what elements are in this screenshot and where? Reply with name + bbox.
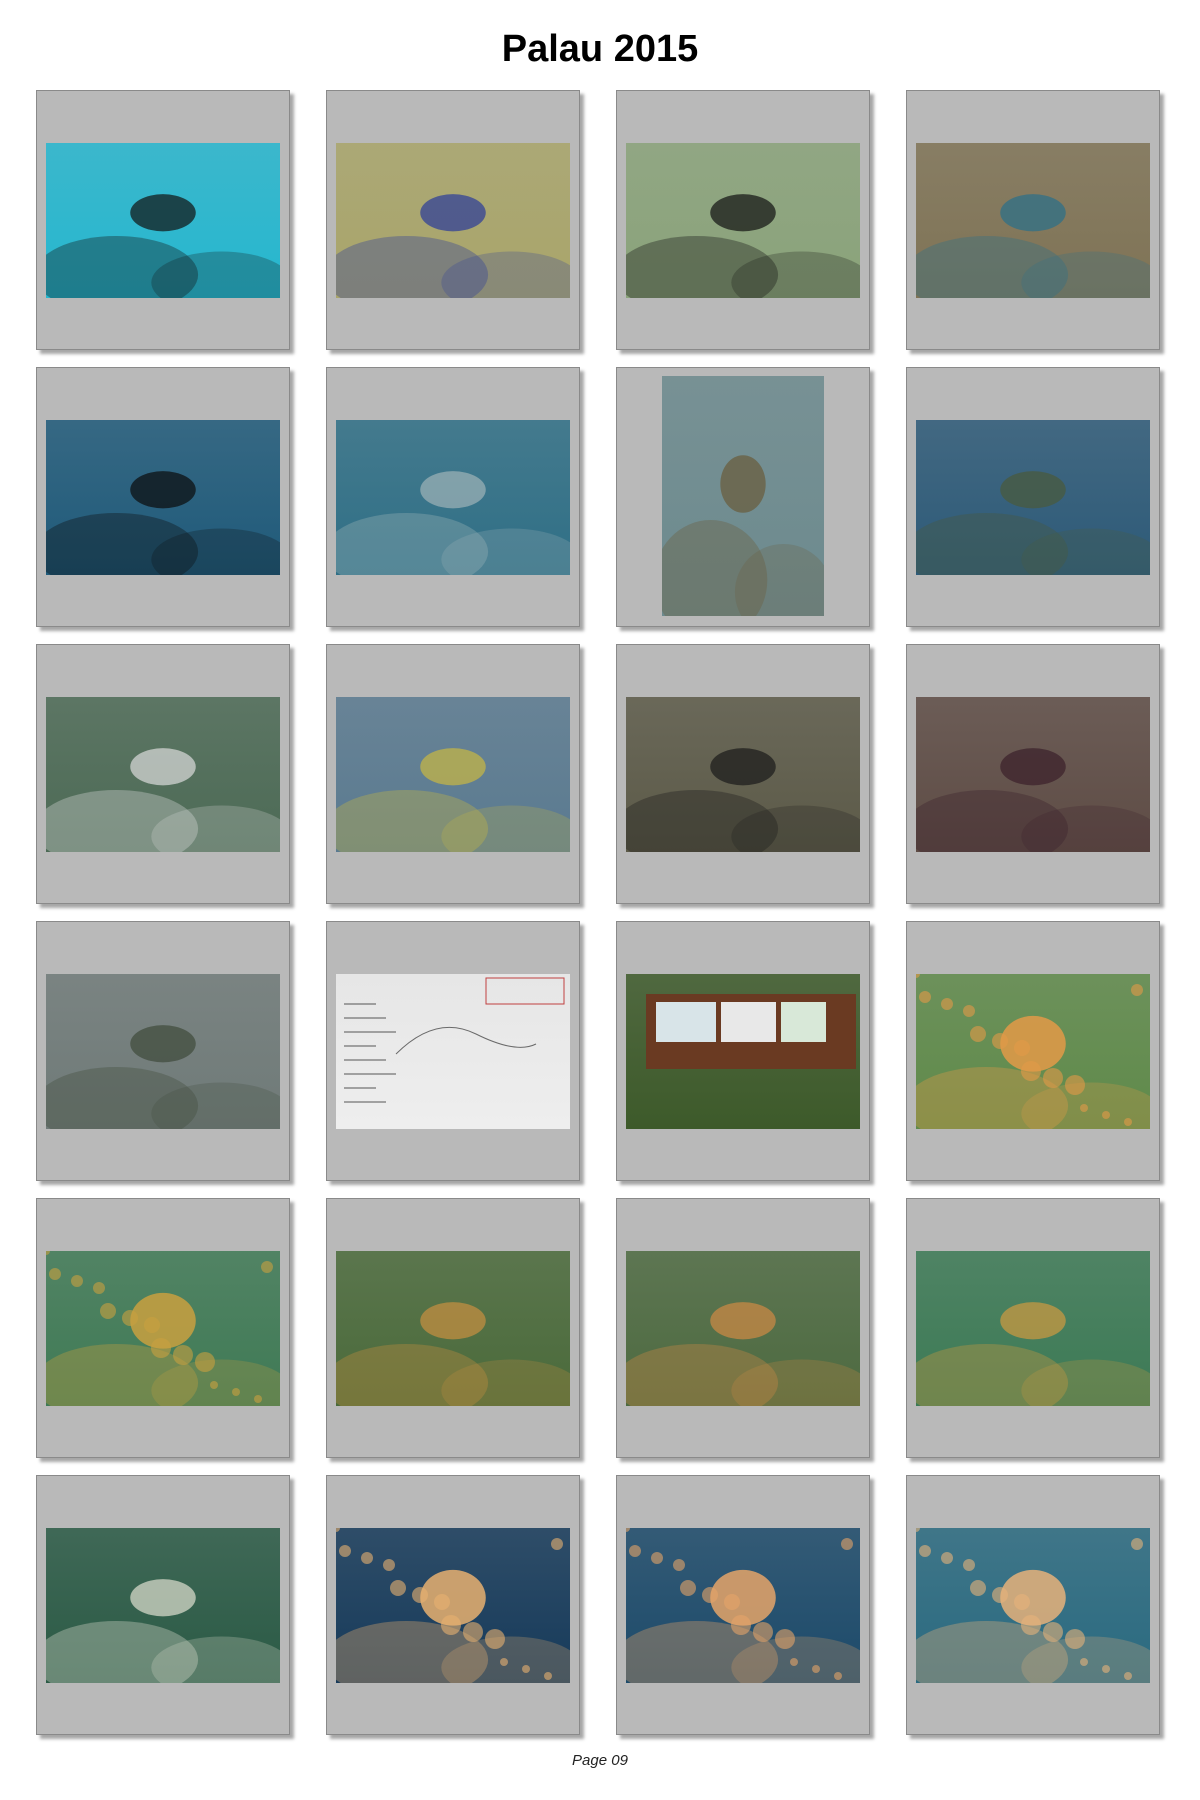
snorkeler-jelly-photo[interactable]	[46, 1251, 280, 1406]
photo-slide[interactable]	[36, 644, 290, 904]
photo-slide[interactable]	[36, 921, 290, 1181]
reef-fish-image	[916, 143, 1150, 298]
fish-school-photo[interactable]	[46, 697, 280, 852]
photo-slide[interactable]	[616, 367, 870, 627]
jellyfish-closeup-photo[interactable]	[336, 1528, 570, 1683]
diver-over-reef-image	[46, 143, 280, 298]
coral-pillar-image	[662, 376, 824, 616]
snorkeler-arms-photo[interactable]	[916, 1251, 1150, 1406]
photo-slide[interactable]	[326, 90, 580, 350]
photo-slide[interactable]	[326, 1198, 580, 1458]
diver-over-reef-photo[interactable]	[46, 143, 280, 298]
snorkeler-camera-image	[626, 1251, 860, 1406]
turtle-reef-image	[46, 974, 280, 1129]
snorkeler-camera-photo[interactable]	[626, 1251, 860, 1406]
fish-school-image	[46, 697, 280, 852]
snorkeler-jelly-image	[46, 1251, 280, 1406]
bannerfish-image	[626, 143, 860, 298]
photo-slide[interactable]	[326, 644, 580, 904]
photo-slide[interactable]	[616, 90, 870, 350]
reef-fish-photo[interactable]	[916, 143, 1150, 298]
bannerfish-photo[interactable]	[626, 143, 860, 298]
photo-slide[interactable]	[326, 1475, 580, 1735]
diver-clam-image	[626, 697, 860, 852]
photo-slide[interactable]	[906, 1198, 1160, 1458]
photo-slide[interactable]	[906, 644, 1160, 904]
angelfish-photo[interactable]	[336, 697, 570, 852]
jellyfish-lake-sign-image	[626, 974, 860, 1129]
reef-wall-shark-image	[336, 420, 570, 575]
turtle-reef-photo[interactable]	[46, 974, 280, 1129]
photo-slide[interactable]	[36, 1475, 290, 1735]
lettuce-coral-image	[916, 420, 1150, 575]
photo-slide[interactable]	[616, 921, 870, 1181]
jellyfish-closeup-image	[336, 1528, 570, 1683]
snorkeler-jellies-photo[interactable]	[336, 1251, 570, 1406]
coral-worms-image	[336, 143, 570, 298]
photo-slide[interactable]	[616, 644, 870, 904]
lettuce-coral-photo[interactable]	[916, 420, 1150, 575]
jellyfish-lake-sign-photo[interactable]	[626, 974, 860, 1129]
diver-clam-photo[interactable]	[626, 697, 860, 852]
giant-clam-photo[interactable]	[916, 697, 1150, 852]
reef-wall-shark-photo[interactable]	[336, 420, 570, 575]
jellyfish-swimmer-photo[interactable]	[916, 974, 1150, 1129]
photo-slide[interactable]	[326, 367, 580, 627]
photo-slide[interactable]	[36, 367, 290, 627]
jellyfish-group-photo[interactable]	[626, 1528, 860, 1683]
photo-slide[interactable]	[36, 90, 290, 350]
diver-with-coral-image	[46, 420, 280, 575]
coral-pillar-photo[interactable]	[662, 376, 824, 616]
photo-slide[interactable]	[906, 367, 1160, 627]
photo-slide[interactable]	[906, 921, 1160, 1181]
whiteboard-photo[interactable]	[336, 974, 570, 1129]
photo-slide[interactable]	[616, 1198, 870, 1458]
giant-clam-image	[916, 697, 1150, 852]
photo-slide[interactable]	[906, 1475, 1160, 1735]
jellyfish-field-image	[916, 1528, 1150, 1683]
whiteboard-image	[336, 974, 570, 1129]
jellyfish-swimmer-image	[916, 974, 1150, 1129]
photo-slide[interactable]	[326, 921, 580, 1181]
photo-slide[interactable]	[616, 1475, 870, 1735]
angelfish-image	[336, 697, 570, 852]
snorkeler-arms-image	[916, 1251, 1150, 1406]
page-number: Page 09	[572, 1752, 628, 1769]
jellyfish-group-image	[626, 1528, 860, 1683]
coral-worms-photo[interactable]	[336, 143, 570, 298]
snorkeler-surface-photo[interactable]	[46, 1528, 280, 1683]
photo-grid	[36, 90, 1160, 1735]
jellyfish-field-photo[interactable]	[916, 1528, 1150, 1683]
snorkeler-surface-image	[46, 1528, 280, 1683]
photo-slide[interactable]	[906, 90, 1160, 350]
photo-slide[interactable]	[36, 1198, 290, 1458]
snorkeler-jellies-image	[336, 1251, 570, 1406]
diver-with-coral-photo[interactable]	[46, 420, 280, 575]
page-title: Palau 2015	[501, 28, 699, 70]
